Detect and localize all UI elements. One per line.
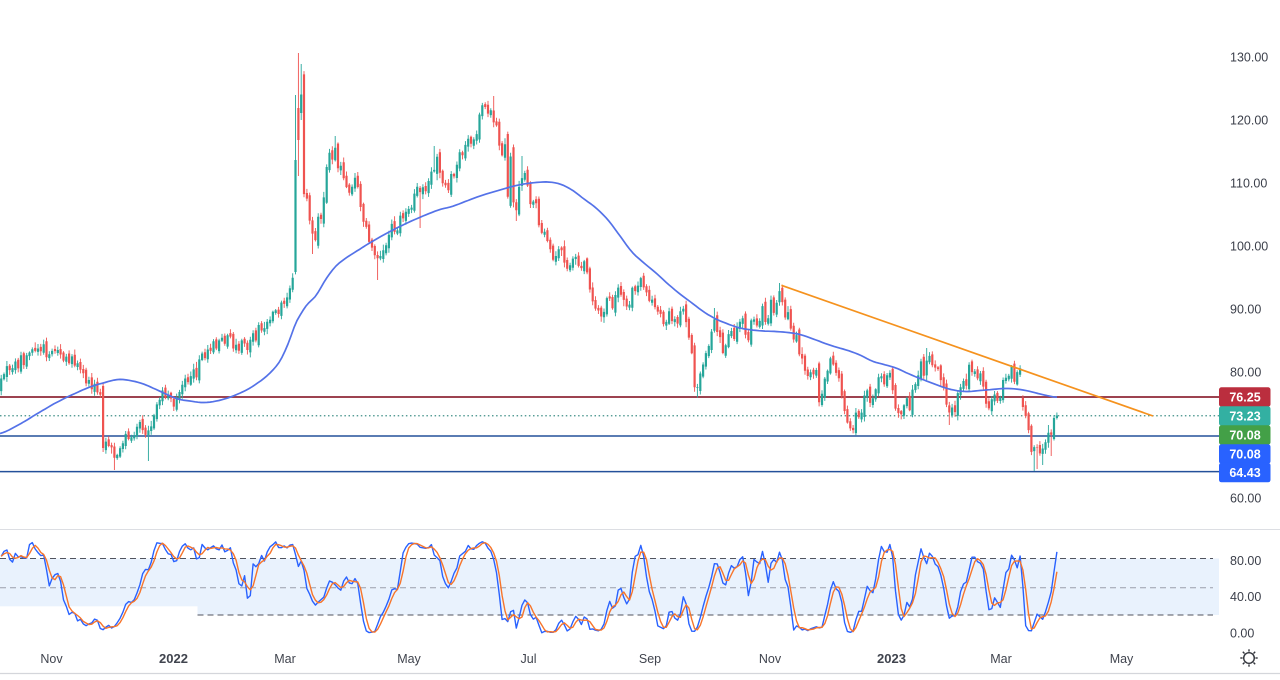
svg-text:May: May: [1110, 652, 1134, 666]
svg-text:70.08: 70.08: [1229, 428, 1260, 442]
svg-text:120.00: 120.00: [1230, 113, 1268, 127]
svg-text:Nov: Nov: [40, 652, 63, 666]
svg-text:2022: 2022: [159, 651, 188, 666]
svg-text:Nov: Nov: [759, 652, 782, 666]
svg-text:90.00: 90.00: [1230, 302, 1261, 316]
svg-text:May: May: [397, 652, 421, 666]
svg-text:0.00: 0.00: [1230, 626, 1254, 640]
svg-text:110.00: 110.00: [1230, 176, 1267, 190]
svg-text:130.00: 130.00: [1230, 50, 1268, 64]
svg-text:Sep: Sep: [639, 652, 661, 666]
svg-text:80.00: 80.00: [1230, 365, 1261, 379]
svg-text:80.00: 80.00: [1230, 554, 1261, 568]
svg-text:70.08: 70.08: [1229, 447, 1260, 461]
svg-text:100.00: 100.00: [1230, 239, 1268, 253]
svg-text:64.43: 64.43: [1229, 466, 1260, 480]
svg-text:76.25: 76.25: [1229, 390, 1260, 404]
svg-text:60.00: 60.00: [1230, 491, 1261, 505]
svg-text:40.00: 40.00: [1230, 590, 1261, 604]
svg-text:73.23: 73.23: [1229, 409, 1260, 423]
svg-text:Jul: Jul: [521, 652, 537, 666]
svg-text:2023: 2023: [877, 651, 906, 666]
svg-text:Mar: Mar: [990, 652, 1012, 666]
svg-text:Mar: Mar: [274, 652, 296, 666]
